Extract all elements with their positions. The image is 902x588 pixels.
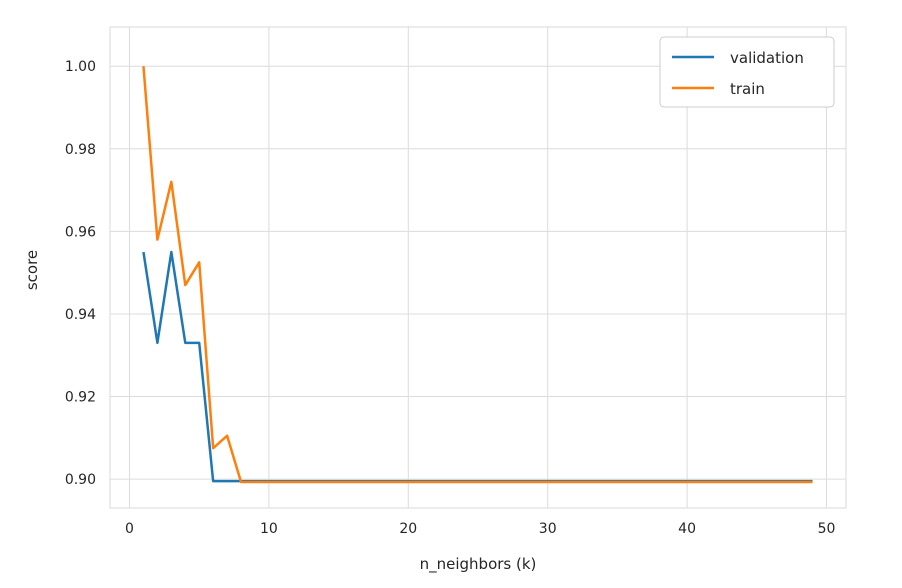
y-tick-label: 0.90 xyxy=(65,472,96,488)
legend: validation train xyxy=(659,36,835,108)
x-axis-label: n_neighbors (k) xyxy=(420,555,537,574)
x-axis-ticks: 0 10 20 30 40 50 xyxy=(125,521,835,537)
grid-lines xyxy=(110,27,846,508)
x-tick-label: 0 xyxy=(125,521,134,537)
y-tick-label: 0.92 xyxy=(65,390,96,406)
legend-validation-label: validation xyxy=(730,49,804,67)
y-tick-label: 0.98 xyxy=(65,142,96,158)
series-lines xyxy=(142,66,813,484)
series-line-train xyxy=(142,66,813,484)
x-tick-label: 50 xyxy=(818,521,836,537)
x-tick-label: 40 xyxy=(678,521,696,537)
y-tick-label: 0.94 xyxy=(65,307,96,323)
y-tick-label: 0.96 xyxy=(65,224,96,240)
y-axis-label: score xyxy=(23,250,41,290)
x-tick-label: 10 xyxy=(260,521,278,537)
x-tick-label: 30 xyxy=(539,521,557,537)
legend-box xyxy=(659,36,835,108)
y-axis-ticks: 0.90 0.92 0.94 0.96 0.98 1.00 xyxy=(65,59,96,488)
y-tick-label: 1.00 xyxy=(65,59,96,75)
legend-train-label: train xyxy=(730,80,765,98)
x-tick-label: 20 xyxy=(399,521,417,537)
